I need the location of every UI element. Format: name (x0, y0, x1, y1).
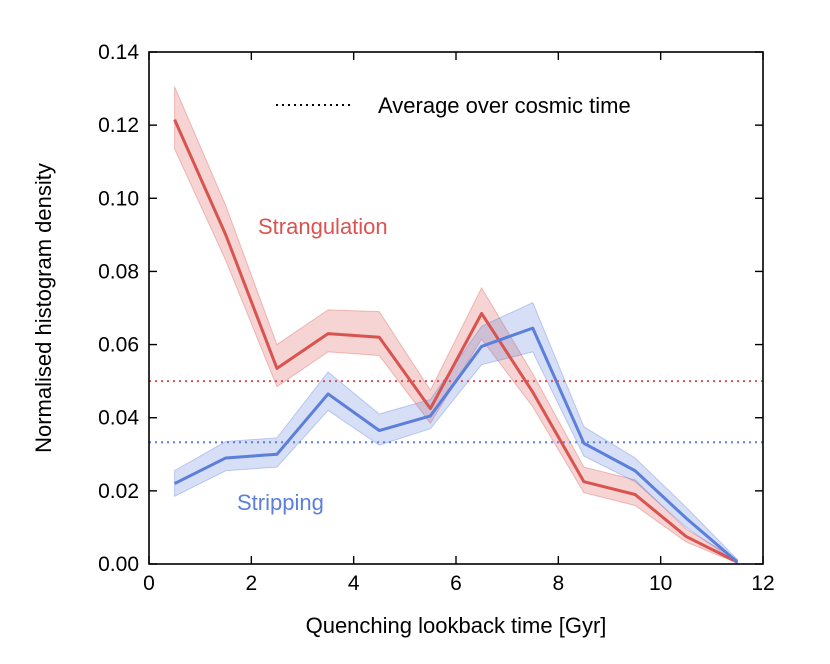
y-axis-label: Normalised histogram density (31, 163, 56, 453)
y-tick-label: 0.10 (98, 187, 139, 210)
y-tick-label: 0.04 (98, 407, 139, 430)
y-tick-label: 0.08 (98, 260, 139, 283)
x-tick-label: 4 (348, 572, 360, 595)
strangulation-line (173, 119, 739, 564)
y-tick-label: 0.12 (98, 114, 139, 137)
x-tick-label: 8 (552, 572, 564, 595)
y-tick-label: 0.14 (98, 41, 139, 64)
plot-frame (148, 51, 764, 565)
axis-ticks (148, 51, 764, 565)
tick-labels: 0 2 4 6 8 10 12 0.00 0.02 0.04 0.06 0.08 0.10 0.12 0.1… (98, 41, 775, 595)
x-tick-label: 12 (751, 572, 774, 595)
y-tick-label: 0.02 (98, 480, 139, 503)
x-tick-label: 2 (245, 572, 257, 595)
x-tick-label: 10 (649, 572, 672, 595)
stripping-line (173, 326, 739, 564)
series-lines (173, 119, 739, 564)
legend-label: Average over cosmic time (378, 93, 631, 118)
strangulation-label: Strangulation (258, 214, 388, 239)
x-tick-label: 6 (450, 572, 462, 595)
stripping-label: Stripping (237, 490, 324, 515)
y-tick-label: 0.06 (98, 334, 139, 357)
x-axis-label: Quenching lookback time [Gyr] (306, 613, 607, 638)
x-tick-label: 0 (143, 572, 155, 595)
y-tick-label: 0.00 (98, 553, 139, 576)
